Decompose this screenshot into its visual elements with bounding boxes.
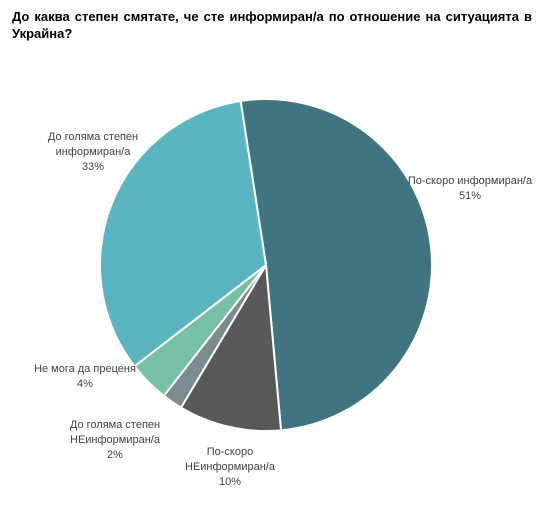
slice-label: По-скоро НЕинформиран/а 10%: [165, 445, 295, 490]
value-label: 51%: [458, 190, 482, 202]
slice-label: Не мога да преценя 4%: [20, 362, 150, 392]
value-label: 10%: [218, 476, 242, 488]
category-label: До голяма степен НЕинформиран/а: [69, 419, 161, 446]
category-label: По-скоро НЕинформиран/а: [185, 446, 275, 473]
chart-title: До каква степен смятате, че сте информир…: [12, 9, 532, 41]
slice-label: До голяма степен информиран/а 33%: [28, 130, 158, 175]
slice-label: По-скоро информиран/а 51%: [405, 174, 535, 204]
category-label: По-скоро информиран/а: [407, 175, 533, 187]
pie-slice: [99, 99, 268, 368]
slice-label: До голяма степен НЕинформиран/а 2%: [50, 418, 180, 463]
value-label: 33%: [81, 161, 105, 173]
category-label: До голяма степен информиран/а: [47, 131, 139, 158]
category-label: Не мога да преценя: [34, 363, 136, 375]
value-label: 4%: [77, 378, 93, 390]
value-label: 2%: [107, 449, 123, 461]
pie-slice: [179, 261, 283, 432]
pie-slice: [239, 98, 433, 432]
